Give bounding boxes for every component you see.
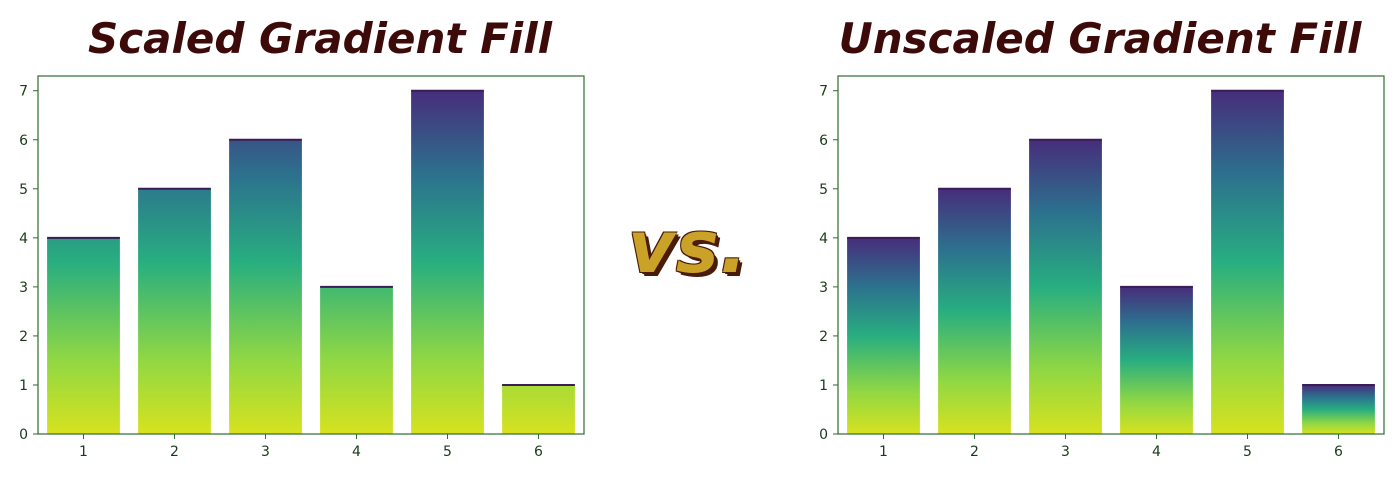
x-tick-label: 1	[879, 444, 888, 460]
bar-2	[938, 188, 1011, 434]
bar-3	[229, 139, 302, 434]
y-tick-label: 1	[819, 378, 828, 394]
vs-label: vs.	[628, 205, 749, 289]
bar-4	[1120, 286, 1193, 434]
x-tick-label: 6	[534, 444, 543, 460]
chart-title-unscaled: Unscaled Gradient Fill	[838, 14, 1362, 63]
y-tick-label: 4	[819, 231, 828, 247]
y-tick-label: 4	[19, 231, 28, 247]
bar-1	[47, 237, 120, 434]
y-tick-label: 0	[19, 427, 28, 443]
y-tick-label: 3	[19, 280, 28, 296]
bar-4	[320, 286, 393, 434]
y-tick-label: 1	[19, 378, 28, 394]
x-tick-label: 6	[1334, 444, 1343, 460]
unscaled-gradient-bar-chart: 1 2 3 4 5 6 0 1 2 3 4 5 6 7	[819, 75, 1385, 460]
y-tick-label: 5	[819, 182, 828, 198]
plot-frame	[37, 75, 585, 435]
bar-6	[502, 384, 575, 434]
x-tick-label: 5	[443, 444, 452, 460]
x-tick-label: 2	[970, 444, 979, 460]
y-tick-label: 7	[19, 84, 28, 100]
x-tick-label: 4	[352, 444, 361, 460]
chart-title-scaled: Scaled Gradient Fill	[87, 14, 552, 63]
x-tick-label: 4	[1152, 444, 1161, 460]
x-tick-label: 2	[170, 444, 179, 460]
bar-3	[1029, 139, 1102, 434]
y-tick-label: 3	[819, 280, 828, 296]
plot-frame	[837, 75, 1385, 435]
bar-5	[411, 90, 484, 434]
bar-6	[1302, 384, 1375, 434]
bar-5	[1211, 90, 1284, 434]
x-tick-label: 3	[261, 444, 270, 460]
y-tick-label: 2	[19, 329, 28, 345]
y-tick-label: 0	[819, 427, 828, 443]
x-tick-label: 5	[1243, 444, 1252, 460]
y-tick-label: 7	[819, 84, 828, 100]
y-tick-label: 5	[19, 182, 28, 198]
y-tick-label: 2	[819, 329, 828, 345]
y-tick-label: 6	[819, 133, 828, 149]
bar-1	[847, 237, 920, 434]
y-tick-label: 6	[19, 133, 28, 149]
x-tick-label: 1	[79, 444, 88, 460]
bar-2	[138, 188, 211, 434]
scaled-gradient-bar-chart: 1 2 3 4 5 6 0 1 2 3 4 5 6 7	[19, 75, 585, 460]
x-tick-label: 3	[1061, 444, 1070, 460]
